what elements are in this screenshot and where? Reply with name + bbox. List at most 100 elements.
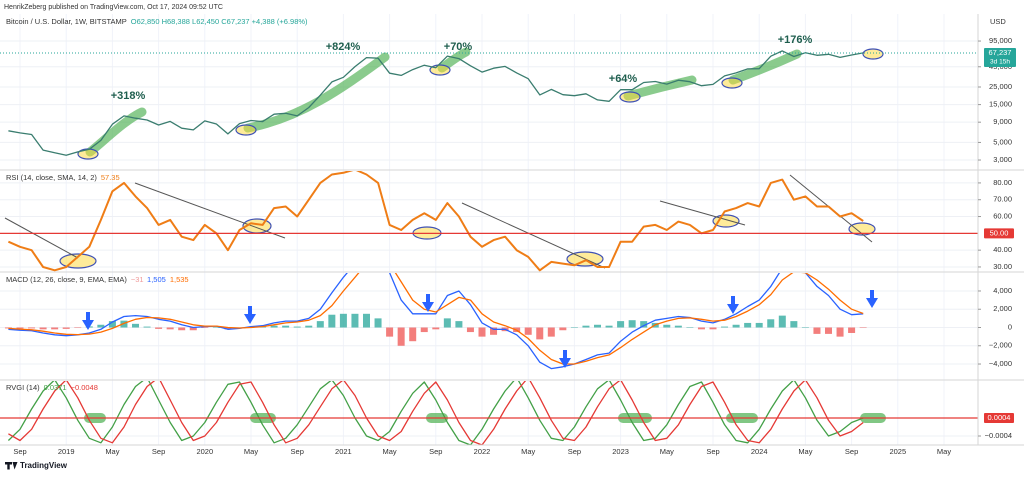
currency: USD (990, 17, 1006, 26)
histogram-bar (155, 327, 163, 329)
histogram-bar (16, 327, 24, 329)
y-tick-label: 0 (1008, 322, 1012, 331)
histogram-bar (466, 327, 474, 333)
histogram-bar (732, 324, 740, 328)
histogram-bar (305, 325, 313, 328)
macd-arrows (82, 290, 878, 368)
histogram-bar (755, 322, 763, 328)
y-tick-label: 3,000 (993, 155, 1012, 164)
histogram-bar (328, 314, 336, 328)
ellipse (721, 77, 743, 89)
time-label: Sep (845, 447, 858, 456)
histogram-bar (663, 324, 671, 328)
histogram-bar (686, 327, 694, 328)
y-tick-label: 70.00 (993, 195, 1012, 204)
time-label: 2021 (335, 447, 352, 456)
reference-label-box (984, 413, 1014, 423)
header: HenrikZeberg published on TradingView.co… (4, 4, 223, 11)
y-tick-label: 15,000 (989, 100, 1012, 109)
y-tick-label: 2,000 (993, 304, 1012, 313)
histogram-bar (825, 327, 832, 334)
pane-readout: O62,850 H68,388 L62,450 C67,237 +4,388 (… (131, 17, 308, 26)
histogram-bar (316, 321, 324, 328)
time-label: Sep (706, 447, 719, 456)
time-label: May (383, 447, 397, 456)
histogram-bar (605, 325, 613, 328)
reference-label: 50.00 (990, 228, 1009, 237)
histogram-bar (767, 319, 775, 328)
pane-readout: −31 (131, 275, 144, 284)
y-tick-label: 30.00 (993, 262, 1012, 271)
ellipse (235, 124, 257, 136)
time-label: 2022 (474, 447, 491, 456)
histogram-bar (166, 327, 174, 330)
series-line (8, 50, 864, 156)
y-tick-label: 95,000 (989, 36, 1012, 45)
last-price-label: 67,237 (989, 48, 1012, 57)
histogram-bar (224, 327, 232, 330)
highlight (85, 107, 147, 157)
time-label: May (244, 447, 258, 456)
arrow (866, 290, 878, 308)
pane-plot (4, 273, 867, 370)
histogram-bar (859, 327, 867, 329)
histogram-bar (697, 327, 705, 330)
histogram-bar (524, 327, 532, 335)
histogram-bar (212, 327, 220, 329)
histogram-bar (536, 327, 544, 340)
reference-label: 0.0004 (988, 413, 1011, 422)
time-label: May (798, 447, 812, 456)
histogram-bar (617, 321, 625, 328)
time-label: 2020 (196, 447, 213, 456)
time-label: May (660, 447, 674, 456)
histogram-bar (628, 320, 636, 328)
ellipse (619, 91, 641, 103)
histogram-bar (409, 327, 417, 342)
series-line (7, 171, 864, 272)
histogram-bar (97, 324, 105, 328)
pane-title: RSI (14, close, SMA, 14, 2) 57.35 (6, 173, 120, 182)
ellipse (862, 48, 884, 60)
ellipse (77, 148, 99, 160)
pane-title: MACD (12, 26, close, 9, EMA, EMA) −31 1,50… (6, 275, 189, 284)
y-tick-label: 40.00 (993, 245, 1012, 254)
histogram-bar (721, 326, 729, 328)
histogram-bar (790, 321, 798, 328)
ellipse (848, 222, 876, 236)
pane-plot (8, 50, 864, 156)
histogram-bar (351, 313, 359, 328)
y-tick-label: −2,000 (989, 341, 1012, 350)
histogram-bar (744, 322, 752, 328)
histogram-bar (397, 327, 405, 346)
annotation: +64% (609, 73, 638, 85)
annotation: +70% (444, 41, 473, 53)
histogram-bar (559, 327, 567, 331)
histogram-bar (570, 327, 578, 329)
series-line (8, 273, 864, 365)
pane-readout: 1,505 (147, 275, 166, 284)
histogram-bar (339, 313, 347, 328)
histogram-bar (801, 327, 809, 329)
histogram-bar (709, 327, 717, 330)
histogram-bar (201, 327, 209, 329)
trendline (4, 217, 79, 259)
pane-readout: 1,535 (170, 275, 189, 284)
pane-title-text: RSI (14, close, SMA, 14, 2) (6, 173, 97, 182)
time-label: Sep (291, 447, 304, 456)
time-label: Sep (568, 447, 581, 456)
histogram-bar (478, 327, 486, 337)
logo: TradingView (5, 461, 68, 470)
histogram-bar (178, 327, 186, 331)
time-label: Sep (13, 447, 26, 456)
grid (0, 14, 978, 445)
arrow (727, 296, 739, 314)
time-label: Sep (152, 447, 165, 456)
reference-label-box (984, 228, 1014, 239)
histogram-bar (270, 325, 278, 328)
series-line (7, 381, 864, 445)
histogram-bar (640, 321, 648, 328)
histogram-bar (28, 327, 36, 329)
histogram-bar (778, 315, 786, 328)
plots (0, 50, 978, 445)
